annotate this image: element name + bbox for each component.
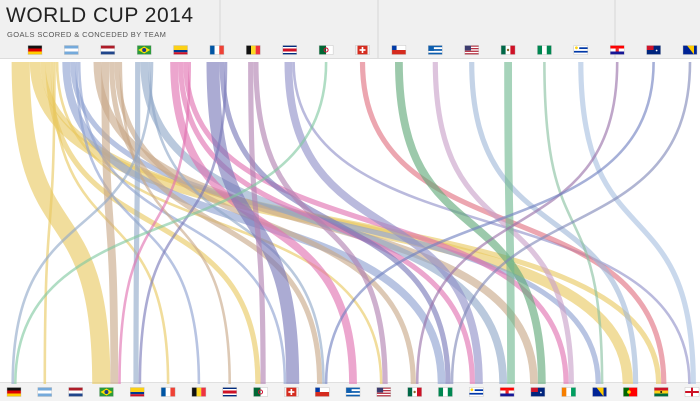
top-flag-usa — [464, 45, 479, 55]
bottom-flag-algeria — [253, 387, 268, 397]
bottom-flag-uruguay — [469, 387, 484, 397]
flow-colombia-to-ivory-coast — [183, 61, 569, 385]
top-flag-nigeria — [537, 45, 552, 55]
flow-germany-to-argentina — [43, 61, 56, 385]
flow-germany-to-brazil — [11, 61, 111, 385]
flow-france-to-switzerland — [206, 61, 300, 385]
flow-germany-to-ghana — [40, 61, 662, 385]
bottom-flag-croatia — [499, 387, 515, 397]
top-flag-mexico — [500, 45, 516, 55]
flow-netherlands-to-brazil — [101, 61, 119, 385]
top-flag-costa-rica — [282, 45, 297, 55]
flow-colombia-to-uruguay — [178, 61, 475, 385]
top-flag-croatia — [610, 45, 625, 55]
top-flag-greece — [428, 45, 443, 55]
flow-algeria-to-germany — [14, 61, 328, 385]
flow-croatia-to-mexico — [415, 61, 619, 385]
top-flag-chile — [391, 45, 407, 55]
flow-netherlands-to-costa-rica — [119, 61, 231, 385]
flow-chile-to-australia — [395, 61, 546, 385]
bottom-flag-brazil — [99, 387, 114, 397]
flow-brazil-to-colombia — [133, 61, 141, 385]
bottom-flag-belgium — [191, 387, 207, 397]
top-flag-switzerland — [355, 45, 370, 55]
bottom-flag-greece — [345, 387, 361, 397]
flow-belgium-to-usa — [253, 61, 388, 385]
bottom-flag-germany — [6, 387, 22, 397]
flow-brazil-to-chile — [148, 61, 325, 385]
flow-bosnia-to-nigeria — [450, 61, 692, 385]
chart-subtitle: GOALS SCORED & CONCEDED BY TEAM — [7, 30, 167, 39]
bottom-flag-switzerland — [284, 387, 299, 397]
chart-title: WORLD CUP 2014 — [6, 4, 194, 27]
bottom-flag-nigeria — [438, 387, 453, 397]
bottom-flag-colombia — [130, 387, 145, 397]
flow-greece-to-ivory-coast — [432, 61, 574, 385]
bottom-flag-usa — [376, 387, 392, 397]
top-flag-bosnia — [682, 45, 698, 55]
top-flag-germany — [27, 45, 43, 55]
top-flag-france — [209, 45, 225, 55]
top-flag-argentina — [64, 45, 79, 55]
bottom-flag-netherlands — [68, 387, 83, 397]
top-flag-algeria — [318, 45, 334, 55]
flow-costa-rica-to-uruguay — [284, 61, 483, 385]
bottom-flag-bosnia — [592, 387, 607, 397]
bottom-flag-argentina — [37, 387, 53, 397]
flow-france-to-nigeria — [219, 61, 451, 385]
header-panel — [0, 0, 700, 59]
flow-france-to-colombia — [138, 61, 228, 385]
flow-colombia-to-brazil — [118, 61, 191, 385]
flow-netherlands-to-chile — [109, 61, 323, 385]
bottom-flag-france — [160, 387, 176, 397]
flow-brazil-to-germany — [11, 61, 154, 385]
flow-usa-to-portugal — [469, 61, 639, 385]
bottom-flag-costa-rica — [222, 387, 237, 397]
bottom-flag-australia — [530, 387, 546, 397]
top-flag-brazil — [136, 45, 152, 55]
flow-belgium-to-algeria — [248, 61, 266, 385]
bottom-flag-chile — [314, 387, 330, 397]
flow-mexico-to-croatia — [504, 61, 515, 385]
bottom-flag-england — [684, 387, 700, 397]
bottom-flag-mexico — [407, 387, 422, 397]
top-flag-uruguay — [573, 45, 589, 55]
top-flag-australia — [646, 45, 661, 55]
flow-uruguay-to-england — [578, 61, 696, 385]
top-flag-belgium — [246, 45, 261, 55]
flow-australia-to-chile — [324, 61, 655, 385]
top-flag-netherlands — [100, 45, 115, 55]
top-flag-colombia — [173, 45, 188, 55]
bottom-flag-ghana — [653, 387, 669, 397]
bottom-flag-portugal — [623, 387, 638, 397]
bottom-flag-ivory-coast — [561, 387, 576, 397]
